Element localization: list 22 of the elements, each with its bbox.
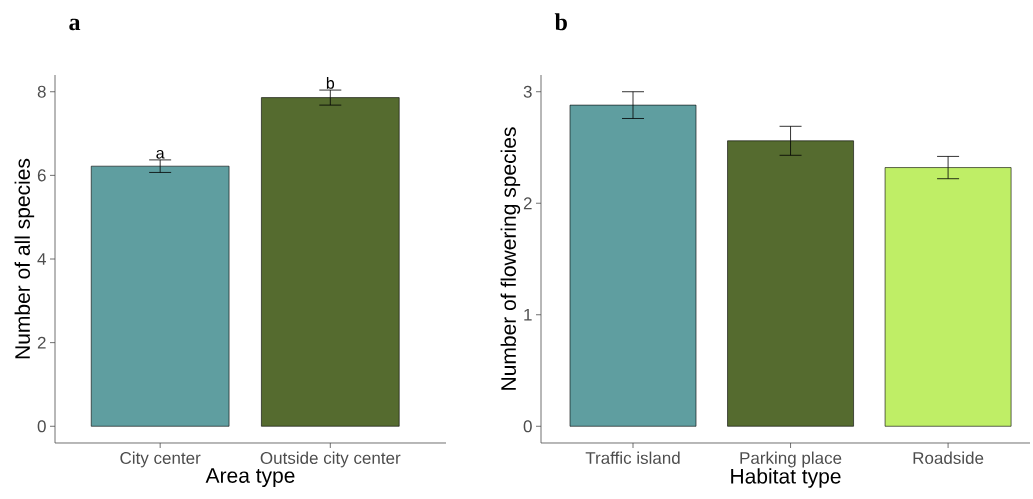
x-tick-label: Traffic island — [585, 451, 680, 465]
x-axis-title: Area type — [205, 468, 295, 488]
y-tick-label: 8 — [37, 85, 46, 98]
chart-title: a — [69, 18, 81, 31]
y-tick-label: 1 — [524, 308, 532, 321]
x-tick-label: Roadside — [913, 451, 984, 465]
x-axis-title: Habitat type — [731, 468, 841, 488]
y-axis-title: Number of all species — [14, 158, 35, 359]
y-tick-label: 0 — [523, 420, 532, 433]
y-tick-label: 3 — [523, 85, 532, 98]
y-tick-label: 0 — [37, 420, 46, 433]
y-axis-title: Number of flowering species — [500, 127, 521, 390]
y-tick-label: 4 — [37, 253, 46, 265]
annotation: b — [326, 77, 335, 89]
annotation: a — [156, 149, 165, 159]
x-tick-label: City center — [120, 451, 201, 468]
y-tick-label: 2 — [37, 336, 46, 349]
y-tick-label: 2 — [523, 197, 532, 210]
x-tick-label: Outside city center — [260, 451, 401, 468]
chart-title: b — [554, 13, 567, 31]
y-tick-label: 6 — [37, 169, 46, 182]
x-tick-label: Parking place — [740, 451, 842, 468]
